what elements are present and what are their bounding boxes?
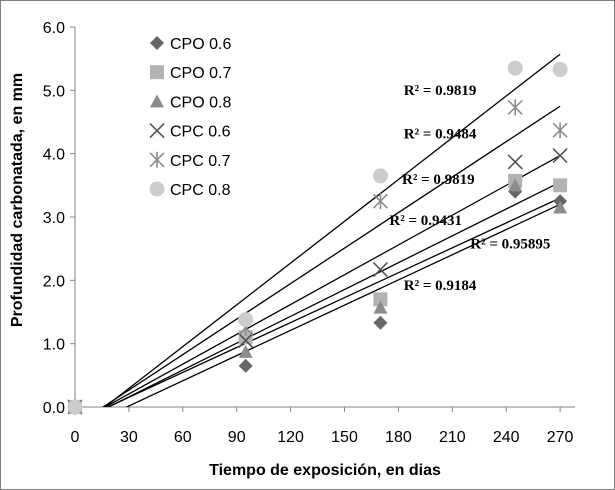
x-tick-label: 0 <box>71 429 80 446</box>
x-tick-label: 180 <box>385 429 412 446</box>
data-point <box>507 154 523 170</box>
trendline-2 <box>101 105 561 407</box>
x-tick-label: 120 <box>277 429 304 446</box>
r2-annotation: R² = 0.9184 <box>404 278 477 294</box>
x-tick-label: 240 <box>493 429 520 446</box>
legend-marker <box>150 94 164 108</box>
legend-marker <box>149 123 165 139</box>
data-point <box>553 178 568 193</box>
x-tick-label: 90 <box>228 429 246 446</box>
series-cpo-06 <box>68 184 568 414</box>
legend-marker <box>149 151 165 168</box>
r2-annotation: R² = 0.95895 <box>470 237 550 253</box>
y-tick-label: 3.0 <box>43 210 65 227</box>
data-point <box>552 148 568 164</box>
legend-label: CPC 0.6 <box>170 124 231 141</box>
y-tick-label: 4.0 <box>43 147 65 164</box>
series-cpc-06 <box>67 148 568 415</box>
series-cpc-07 <box>67 99 568 415</box>
trendlines <box>101 53 561 407</box>
trendline-1 <box>103 53 561 407</box>
trendline-5 <box>106 197 561 407</box>
data-point <box>552 122 568 139</box>
y-axis-title: Profundidad carbonatada, en mm <box>9 73 26 327</box>
data-point <box>238 332 254 349</box>
data-point <box>373 300 388 314</box>
trendline-4 <box>107 181 561 407</box>
y-tick-label: 1.0 <box>43 337 65 354</box>
legend-label: CPO 0.6 <box>170 36 231 53</box>
x-tick-label: 150 <box>331 429 358 446</box>
y-tick-label: 6.0 <box>43 20 65 37</box>
legend-marker <box>150 36 164 50</box>
data-point <box>507 99 523 116</box>
data-point <box>238 344 253 358</box>
legend-label: CPO 0.8 <box>170 94 231 111</box>
trendline-3 <box>103 154 561 407</box>
data-point <box>67 399 83 415</box>
legend-marker <box>150 65 164 80</box>
legend-marker <box>149 181 165 197</box>
data-point <box>373 292 388 307</box>
r2-annotation: R² = 0.9431 <box>389 213 462 229</box>
legend-label: CPO 0.7 <box>170 65 231 82</box>
data-point <box>373 315 388 330</box>
data-point <box>372 193 388 210</box>
x-axis-title: Tiempo de exposición, en dias <box>209 462 441 479</box>
y-tick-label: 0.0 <box>43 400 65 417</box>
data-point <box>238 330 253 345</box>
data-point <box>238 312 254 328</box>
x-tick-label: 270 <box>547 429 574 446</box>
data-point <box>553 200 568 214</box>
data-point <box>507 60 523 76</box>
trendline-6 <box>125 203 561 407</box>
data-point <box>238 358 253 373</box>
data-point <box>508 178 523 192</box>
x-tick-label: 30 <box>120 429 138 446</box>
legend: CPO 0.6 CPO 0.7 CPO 0.8 CPC 0.6 CPC 0.7 CPC 0… <box>149 36 231 199</box>
x-tick-label: 60 <box>174 429 192 446</box>
series-cpc-08 <box>67 60 568 415</box>
r2-annotation: R² = 0.9819 <box>402 172 475 188</box>
r2-annotation: R² = 0.9484 <box>404 126 477 142</box>
legend-label: CPC 0.8 <box>170 182 231 199</box>
data-point <box>372 168 388 184</box>
y-tick-label: 2.0 <box>43 273 65 290</box>
data-point <box>552 61 568 77</box>
x-tick-label: 210 <box>439 429 466 446</box>
data-point <box>372 262 388 278</box>
legend-label: CPC 0.7 <box>170 153 231 170</box>
r2-annotation: R² = 0.9819 <box>404 83 477 99</box>
y-tick-label: 5.0 <box>43 83 65 100</box>
